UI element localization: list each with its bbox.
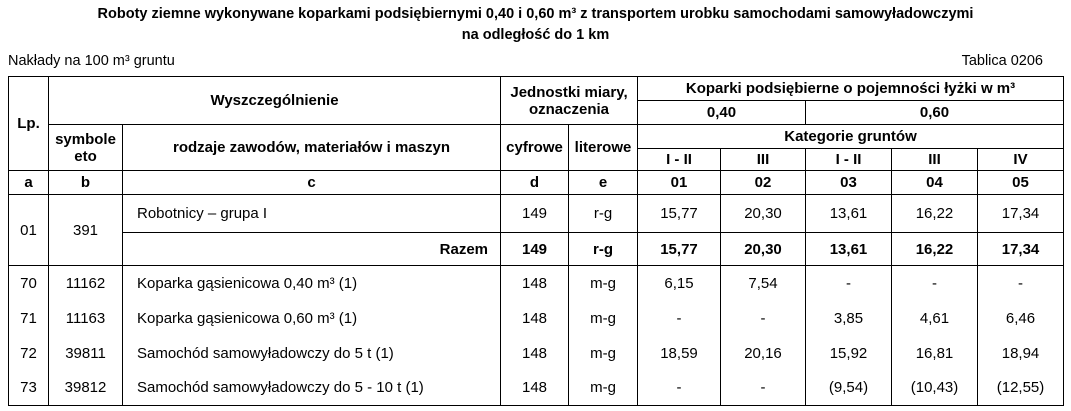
cell: 6,15 xyxy=(637,265,721,301)
cell: 03 xyxy=(805,170,892,195)
row: 01 391 Robotnicy – grupa I 149 r-g 15,77 20,30… xyxy=(8,194,1065,266)
cell: 7,54 xyxy=(720,265,806,301)
cell: 3,85 xyxy=(805,300,892,336)
cell: (9,54) xyxy=(805,370,892,406)
cell: - xyxy=(637,300,721,336)
cell: Razem xyxy=(122,232,501,266)
row: 72 39811 Samochód samowyładowczy do 5 t (1… xyxy=(8,335,1065,371)
cell: Samochód samowyładowczy do 5 t (1) xyxy=(122,335,501,371)
cell: 13,61 xyxy=(805,232,892,266)
cell: - xyxy=(720,300,806,336)
cell: 15,77 xyxy=(637,232,721,266)
cell: 20,16 xyxy=(720,335,806,371)
cell: 148 xyxy=(500,370,569,406)
header-cell: Jednostki miary, oznaczenia xyxy=(500,76,638,125)
cell: 148 xyxy=(500,300,569,336)
cell: 18,94 xyxy=(976,335,1065,371)
cell: b xyxy=(48,170,123,195)
cell: 149 xyxy=(500,194,569,233)
header-cell: 0,60 xyxy=(804,100,1065,125)
cell: - xyxy=(720,370,806,406)
cell: Samochód samowyładowczy do 5 - 10 t (1) xyxy=(122,370,501,406)
cell: 70 xyxy=(8,265,49,301)
header-cell: literowe xyxy=(568,124,638,171)
row: Razem 149 r-g 15,77 20,30 13,61 16,22 17,34 xyxy=(9,232,1065,266)
header-cell: Wyszczególnienie xyxy=(48,76,501,125)
title: na odległość do 1 km xyxy=(461,27,610,43)
cell: 39811 xyxy=(48,335,123,371)
header-cell: Lp. xyxy=(8,76,49,171)
cell: m-g xyxy=(568,300,638,336)
cell: III xyxy=(891,148,978,171)
table-number: Tablica 0206 xyxy=(961,53,1043,69)
cell: 01 xyxy=(8,194,49,266)
cell: 72 xyxy=(8,335,49,371)
cell: 73 xyxy=(8,370,49,406)
cell: - xyxy=(637,370,721,406)
cell: e xyxy=(568,170,638,195)
cell: 11162 xyxy=(48,265,123,301)
cell: 20,30 xyxy=(720,232,806,266)
cell: - xyxy=(976,265,1065,301)
cell: I - II xyxy=(805,148,892,171)
cell: 148 xyxy=(500,265,569,301)
cell: m-g xyxy=(568,265,638,301)
header-cell: Koparki podsiębierne o pojemności łyżki … xyxy=(636,76,1065,101)
cell: Koparka gąsienicowa 0,40 m³ (1) xyxy=(122,265,501,301)
header-cell: cyfrowe xyxy=(500,124,569,171)
cell: 15,92 xyxy=(805,335,892,371)
row: 71 11163 Koparka gąsienicowa 0,60 m³ (1) 14… xyxy=(8,300,1065,336)
cell: Koparka gąsienicowa 0,60 m³ (1) xyxy=(122,300,501,336)
cell: 71 xyxy=(8,300,49,336)
cell: c xyxy=(122,170,501,195)
cell: 17,34 xyxy=(976,232,1065,266)
title: Roboty ziemne wykonywane koparkami podsi… xyxy=(97,6,974,22)
table: Lp. Wyszczególnienie Jednostki miary, oz… xyxy=(8,76,1065,406)
cell: 18,59 xyxy=(637,335,721,371)
cell: 148 xyxy=(500,335,569,371)
cell: IV xyxy=(976,148,1065,171)
cell: r-g xyxy=(568,194,638,233)
cell: m-g xyxy=(568,335,638,371)
cell: 39812 xyxy=(48,370,123,406)
cell: 02 xyxy=(720,170,806,195)
header-cell: Kategorie gruntów xyxy=(636,124,1065,149)
cell: - xyxy=(891,265,978,301)
header-cell: 0,40 xyxy=(637,100,806,125)
cell: 16,81 xyxy=(891,335,978,371)
cell: 149 xyxy=(500,232,569,266)
units-note: Nakłady na 100 m³ gruntu xyxy=(8,53,175,69)
row: 70 11162 Koparka gąsienicowa 0,40 m³ (1) 14… xyxy=(8,265,1065,301)
cell: 4,61 xyxy=(891,300,978,336)
cell: 01 xyxy=(637,170,721,195)
cell: III xyxy=(720,148,806,171)
cell: 04 xyxy=(891,170,978,195)
cell: a xyxy=(8,170,49,195)
cell: - xyxy=(805,265,892,301)
cell: 15,77 xyxy=(637,194,721,233)
cell: (10,43) xyxy=(891,370,978,406)
cell: d xyxy=(500,170,569,195)
cell: I - II xyxy=(637,148,721,171)
cell: m-g xyxy=(568,370,638,406)
cell: 17,34 xyxy=(976,194,1065,233)
cell: 6,46 xyxy=(976,300,1065,336)
cell: 16,22 xyxy=(891,232,978,266)
cell: 391 xyxy=(48,194,123,266)
row: 73 39812 Samochód samowyładowczy do 5 - 10… xyxy=(8,370,1065,406)
cell: 20,30 xyxy=(720,194,806,233)
cell: 13,61 xyxy=(805,194,892,233)
cell: (12,55) xyxy=(976,370,1065,406)
header-cell: symbole eto xyxy=(48,124,123,171)
cell: 11163 xyxy=(48,300,123,336)
cell: 05 xyxy=(976,170,1065,195)
cell: 16,22 xyxy=(891,194,978,233)
cell: Robotnicy – grupa I xyxy=(122,194,501,233)
header-cell: rodzaje zawodów, materiałów i maszyn xyxy=(122,124,501,171)
cell: r-g xyxy=(568,232,638,266)
